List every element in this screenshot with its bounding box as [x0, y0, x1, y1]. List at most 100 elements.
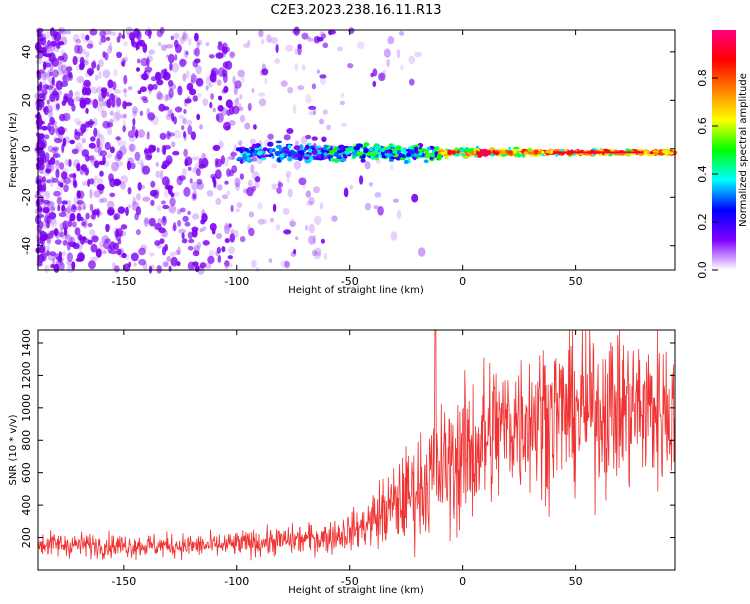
heatmap-noise-blob [82, 202, 87, 211]
heatmap-noise-blob [386, 59, 390, 67]
heatmap-noise-blob [210, 93, 214, 100]
heatmap-noise-blob [83, 238, 90, 244]
heatmap-noise-blob [306, 200, 314, 206]
heatmap-ridge-cell [374, 148, 379, 152]
heatmap-noise-blob [63, 227, 68, 236]
heatmap-noise-blob [170, 35, 174, 41]
heatmap-ridge-cell [508, 146, 512, 152]
heatmap-noise-blob [85, 51, 90, 58]
heatmap-noise-blob [44, 31, 51, 40]
heatmap-noise-blob [93, 127, 98, 138]
snr-ytick-label: 1400 [20, 329, 33, 357]
heatmap-noise-blob [113, 68, 118, 77]
heatmap-ridge-cell [330, 157, 335, 162]
heatmap-noise-blob [72, 172, 77, 180]
heatmap-noise-blob [188, 37, 192, 46]
heatmap-noise-blob [37, 120, 45, 125]
heatmap-noise-blob [295, 140, 299, 147]
heatmap-noise-blob [156, 147, 160, 153]
heatmap-noise-blob [223, 85, 229, 93]
heatmap-noise-blob [54, 125, 59, 134]
heatmap-ridge-cell [251, 143, 258, 149]
heatmap-noise-blob [148, 29, 152, 39]
heatmap-noise-blob [91, 61, 97, 69]
heatmap-noise-blob [322, 109, 328, 115]
heatmap-noise-blob [182, 31, 187, 40]
heatmap-noise-blob [127, 86, 133, 91]
heatmap-noise-blob [182, 72, 187, 82]
heatmap-noise-blob [228, 246, 236, 255]
heatmap-ridge-cell [262, 147, 268, 152]
heatmap-ridge-cell [362, 153, 366, 159]
heatmap-ridge-cell [402, 147, 407, 151]
heatmap-noise-blob [62, 52, 68, 63]
heatmap-noise-blob [86, 67, 95, 76]
heatmap-noise-blob [187, 166, 192, 171]
heatmap-noise-blob [215, 250, 219, 256]
heatmap-noise-blob [287, 86, 294, 94]
heatmap-noise-blob [37, 185, 46, 192]
heatmap-noise-blob [105, 224, 111, 230]
heatmap-ridge-cell [287, 156, 293, 162]
heatmap-ridge-cell [338, 149, 345, 153]
heatmap-noise-blob [387, 36, 395, 45]
heatmap-ridge-cell [307, 148, 313, 153]
heatmap-noise-blob [72, 55, 78, 66]
heatmap-noise-blob [190, 131, 196, 141]
heatmap-noise-blob [74, 227, 81, 236]
colorbar-gradient [712, 30, 736, 270]
heatmap-noise-blob [43, 202, 50, 213]
heatmap-noise-blob [122, 41, 129, 47]
heatmap-noise-blob [121, 34, 126, 39]
heatmap-noise-blob [374, 192, 382, 198]
heatmap-noise-blob [282, 208, 290, 215]
heatmap-noise-blob [52, 92, 59, 98]
heatmap-ridge-cell [237, 147, 244, 152]
heatmap-noise-blob [102, 249, 107, 255]
heatmap-noise-blob [99, 150, 107, 157]
snr-ytick-label: 1200 [20, 361, 33, 389]
heatmap-noise-blob [88, 40, 94, 48]
heatmap-noise-blob [246, 186, 254, 197]
heatmap-ridge-cell [252, 152, 258, 157]
heatmap-ridge-cell [454, 147, 458, 152]
heatmap-ridge-cell [353, 153, 358, 157]
heatmap-noise-blob [49, 206, 56, 213]
heatmap-noise-blob [164, 93, 169, 102]
heatmap-noise-blob [116, 97, 122, 107]
heatmap-noise-blob [156, 90, 162, 100]
heatmap-noise-blob [86, 43, 94, 49]
heatmap-ridge-cell [523, 151, 528, 156]
heatmap-noise-blob [222, 73, 228, 84]
heatmap-noise-blob [90, 86, 98, 94]
heatmap-noise-blob [175, 249, 181, 256]
heatmap-noise-blob [94, 129, 101, 137]
heatmap-noise-blob [38, 220, 44, 229]
heatmap-noise-blob [139, 73, 145, 79]
heatmap-noise-blob [93, 145, 102, 153]
heatmap-noise-blob [184, 159, 189, 167]
heatmap-noise-blob [97, 133, 102, 140]
heatmap-noise-blob [55, 127, 60, 136]
heatmap-noise-blob [100, 35, 107, 43]
heatmap-noise-blob [42, 221, 48, 228]
heatmap-noise-blob [47, 145, 54, 153]
heatmap-noise-blob [136, 193, 141, 201]
heatmap-noise-blob [169, 197, 176, 207]
heatmap-noise-blob [187, 231, 194, 239]
heatmap-noise-blob [74, 91, 81, 97]
heatmap-noise-blob [54, 239, 62, 245]
heatmap-ridge-cell [500, 150, 506, 156]
heatmap-noise-blob [382, 69, 387, 76]
heatmap-noise-blob [289, 220, 297, 228]
heatmap-noise-blob [142, 262, 148, 270]
heatmap-noise-blob [100, 87, 108, 94]
heatmap-noise-blob [202, 226, 207, 231]
heatmap-noise-blob [63, 176, 71, 185]
heatmap-noise-blob [127, 157, 134, 165]
heatmap-noise-blob [101, 110, 108, 119]
heatmap-noise-blob [142, 165, 151, 175]
heatmap-noise-blob [125, 26, 133, 36]
heatmap-noise-blob [59, 227, 63, 238]
heatmap-noise-blob [66, 199, 72, 207]
